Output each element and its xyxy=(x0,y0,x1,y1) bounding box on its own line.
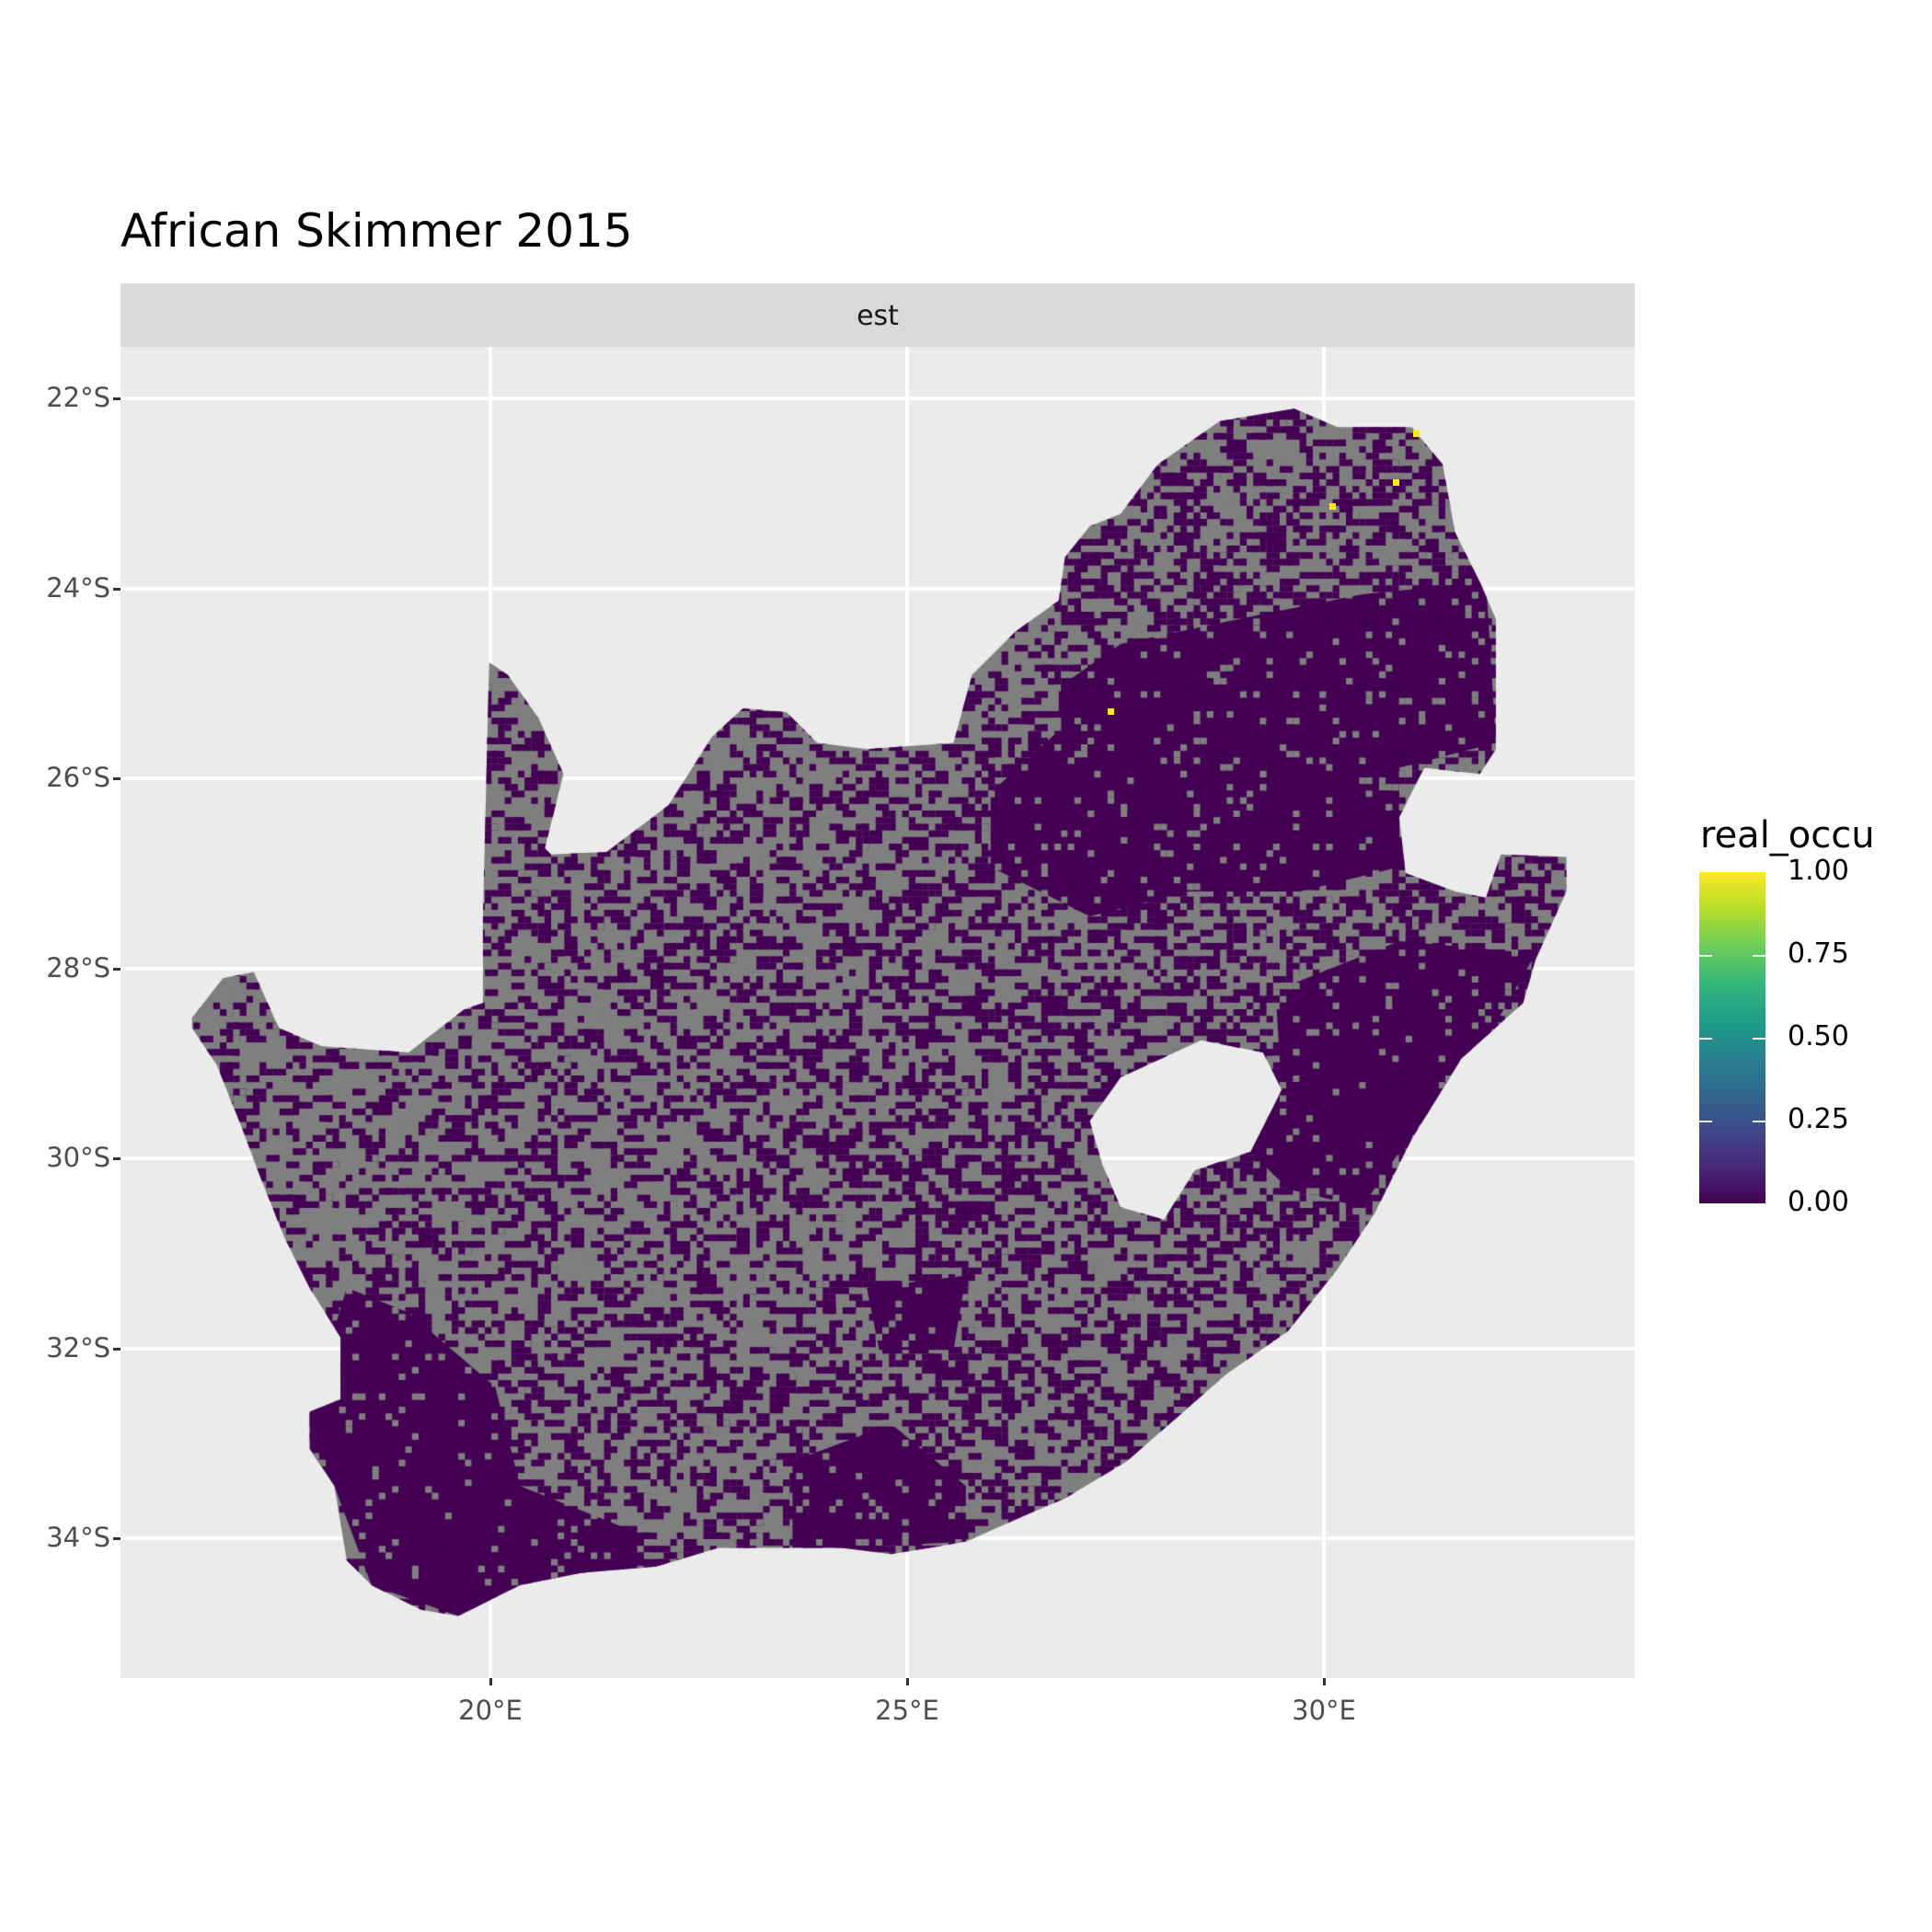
x-tick-label: 25°E xyxy=(875,1695,939,1726)
legend-tick-mark xyxy=(1699,1038,1712,1040)
facet-label: est xyxy=(857,300,899,332)
y-tick-mark xyxy=(113,1537,121,1540)
legend-tick-mark xyxy=(1753,1121,1765,1122)
x-tick-mark xyxy=(489,1678,492,1685)
y-tick-mark xyxy=(113,587,121,591)
legend-title: real_occu xyxy=(1700,814,1875,857)
facet-strip: est xyxy=(121,283,1635,347)
y-tick-label: 32°S xyxy=(46,1331,110,1363)
y-tick-label: 28°S xyxy=(46,951,110,983)
y-tick-label: 26°S xyxy=(46,762,110,793)
y-tick-mark xyxy=(113,1157,121,1160)
plot-panel xyxy=(121,347,1635,1678)
x-tick-mark xyxy=(906,1678,909,1685)
x-tick-label: 20°E xyxy=(458,1695,523,1726)
y-tick-label: 22°S xyxy=(46,382,110,413)
x-tick-label: 30°E xyxy=(1292,1695,1356,1726)
high-occupancy-cell xyxy=(1108,707,1115,715)
legend-tick-label: 0.50 xyxy=(1788,1020,1849,1052)
legend-tick-label: 1.00 xyxy=(1788,855,1849,887)
y-tick-label: 34°S xyxy=(46,1522,110,1553)
y-tick-mark xyxy=(113,1347,121,1351)
y-tick-mark xyxy=(113,397,121,400)
y-tick-label: 30°S xyxy=(46,1142,110,1173)
legend-tick-label: 0.75 xyxy=(1788,937,1849,970)
legend-tick-mark xyxy=(1699,1121,1712,1122)
legend-tick-mark xyxy=(1753,955,1765,957)
y-tick-mark xyxy=(113,967,121,971)
high-occupancy-cell xyxy=(1412,431,1420,438)
legend-tick-mark xyxy=(1753,1038,1765,1040)
high-occupancy-cell xyxy=(1392,478,1399,486)
chart-title: African Skimmer 2015 xyxy=(121,204,633,258)
x-tick-mark xyxy=(1323,1678,1326,1685)
legend-tick-mark xyxy=(1699,955,1712,957)
high-occupancy-cell xyxy=(1329,502,1337,510)
legend-tick-label: 0.00 xyxy=(1788,1186,1849,1218)
y-tick-label: 24°S xyxy=(46,571,110,604)
occupancy-raster xyxy=(121,347,1635,1678)
legend-tick-label: 0.25 xyxy=(1788,1103,1849,1135)
y-tick-mark xyxy=(113,777,121,780)
